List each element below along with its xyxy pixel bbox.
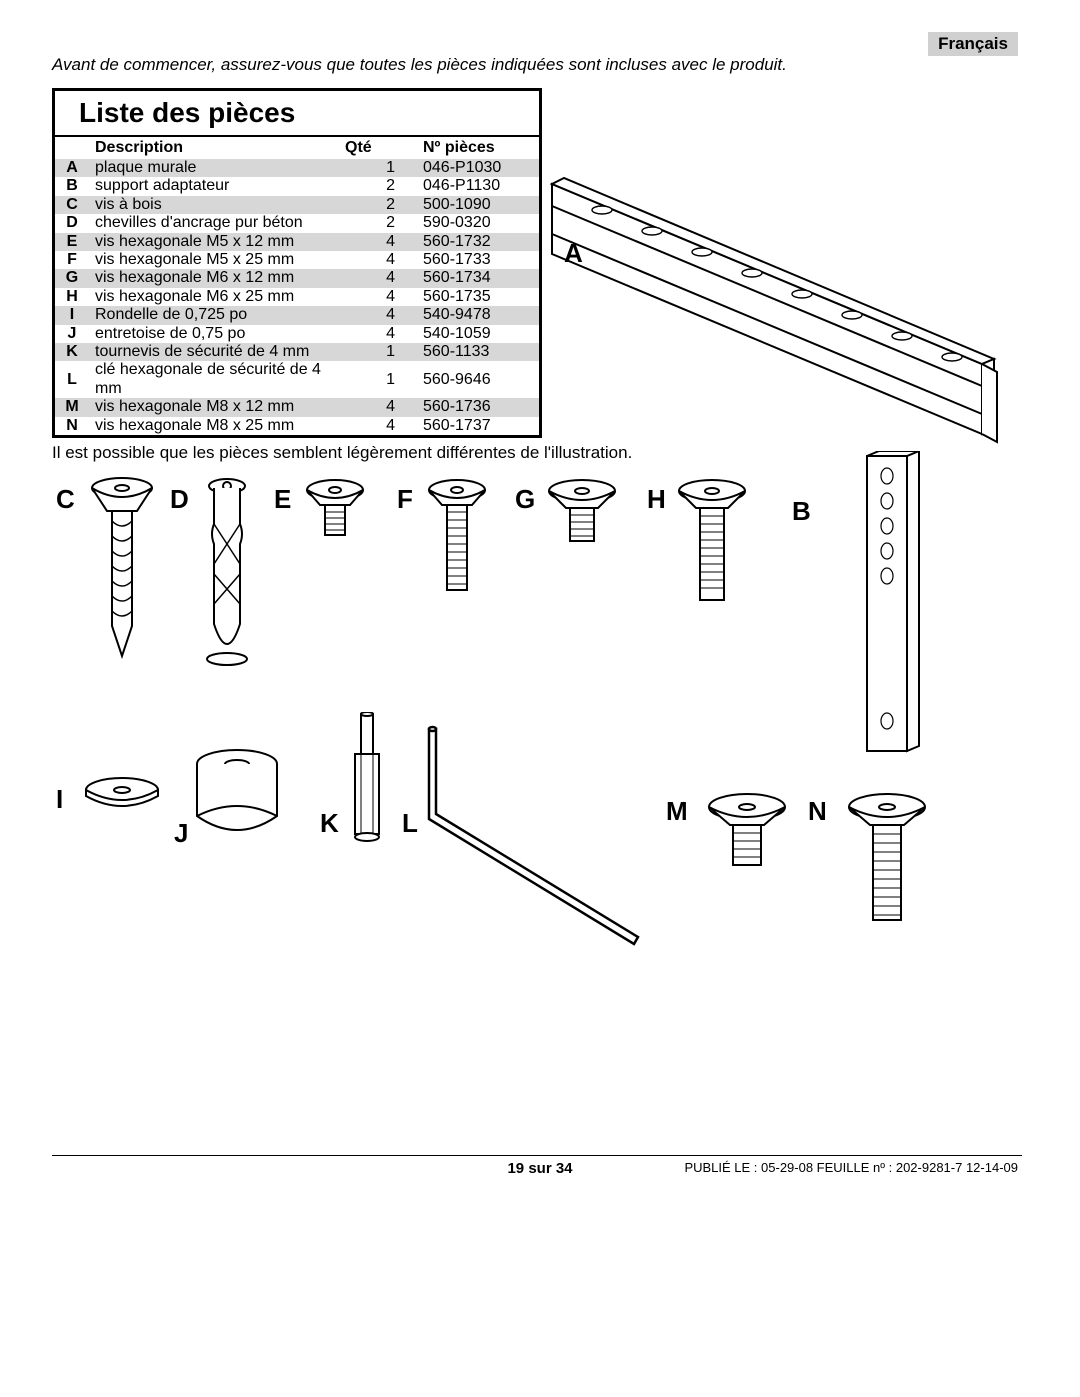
label-j: J	[174, 818, 188, 849]
hex-bolt-n-drawing	[842, 792, 932, 927]
parts-illustration: A B	[52, 96, 1014, 966]
label-m: M	[666, 796, 688, 827]
wall-plate-drawing	[542, 154, 1022, 474]
intro-text: Avant de commencer, assurez-vous que tou…	[52, 55, 787, 75]
washer-drawing	[82, 776, 162, 811]
label-b: B	[792, 496, 811, 527]
wood-screw-drawing	[82, 476, 162, 666]
hex-bolt-m-drawing	[702, 792, 792, 872]
footer-divider	[52, 1155, 1022, 1156]
adapter-bracket-drawing	[837, 451, 937, 761]
language-tag: Français	[928, 32, 1018, 56]
label-f: F	[397, 484, 413, 515]
footer-publish-info: PUBLIÉ LE : 05-29-08 FEUILLE nº : 202-92…	[684, 1160, 1018, 1175]
label-e: E	[274, 484, 291, 515]
hex-bolt-h-drawing	[672, 478, 752, 606]
label-k: K	[320, 808, 339, 839]
label-h: H	[647, 484, 666, 515]
label-l: L	[402, 808, 418, 839]
label-d: D	[170, 484, 189, 515]
label-i: I	[56, 784, 63, 815]
anchor-drawing	[192, 474, 262, 674]
label-c: C	[56, 484, 75, 515]
hex-bolt-f-drawing	[422, 478, 492, 596]
spacer-drawing	[192, 746, 282, 836]
hex-bolt-g-drawing	[542, 478, 622, 548]
label-a: A	[564, 238, 583, 269]
label-g: G	[515, 484, 535, 515]
hex-key-drawing	[414, 724, 644, 954]
hex-bit-drawing	[347, 712, 387, 852]
hex-bolt-e-drawing	[300, 478, 370, 543]
label-n: N	[808, 796, 827, 827]
